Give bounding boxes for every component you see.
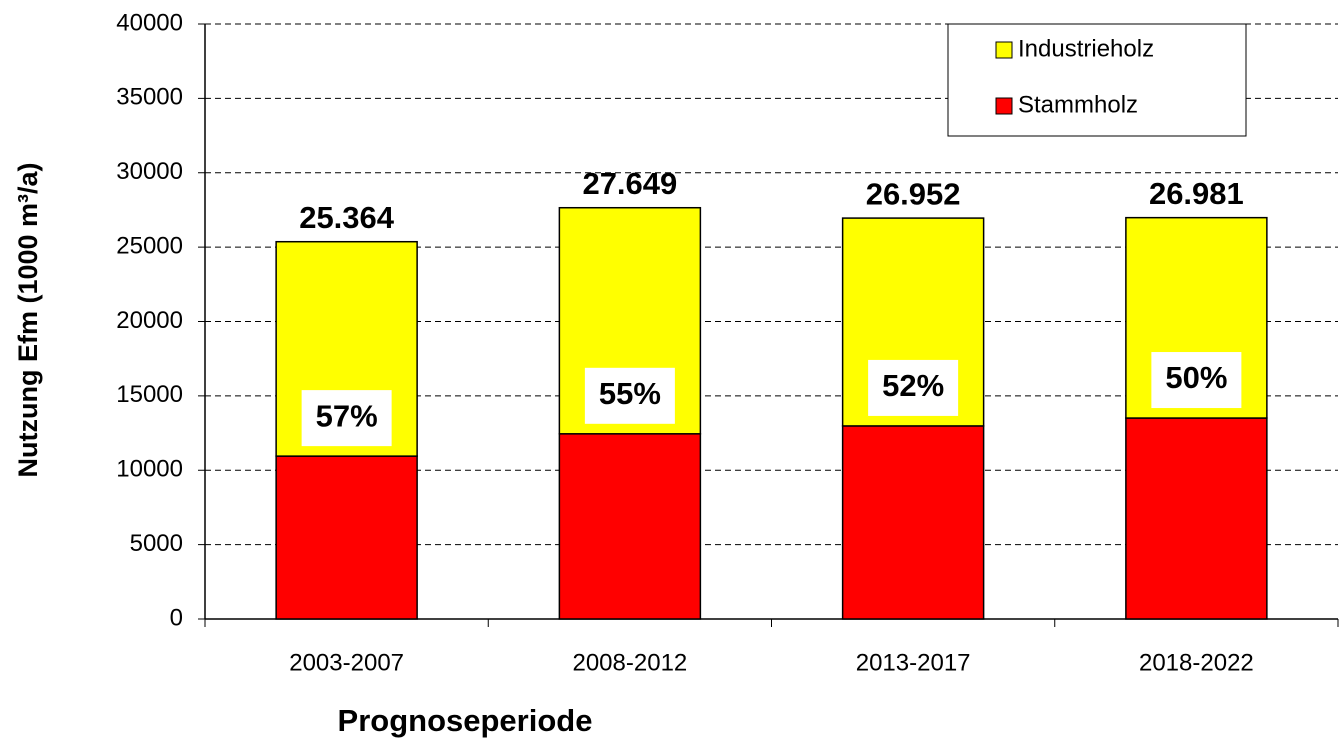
y-tick-label: 40000 bbox=[116, 9, 183, 36]
total-label: 27.649 bbox=[582, 166, 677, 201]
x-tick-label: 2018-2022 bbox=[1139, 649, 1254, 676]
y-tick-label: 10000 bbox=[116, 456, 183, 483]
legend-label: Stammholz bbox=[1018, 91, 1138, 118]
total-label: 26.952 bbox=[866, 176, 961, 211]
y-tick-label: 25000 bbox=[116, 232, 183, 259]
bar-segment bbox=[558, 433, 702, 620]
x-tick-label: 2008-2012 bbox=[572, 649, 687, 676]
share-label: 52% bbox=[882, 368, 944, 403]
share-label-box bbox=[584, 367, 675, 424]
legend-swatch bbox=[995, 97, 1013, 115]
total-label: 26.981 bbox=[1149, 176, 1244, 211]
y-tick-label: 35000 bbox=[116, 84, 183, 111]
x-tick-label: 2013-2017 bbox=[856, 649, 971, 676]
y-tick-label: 20000 bbox=[116, 307, 183, 334]
total-label: 25.364 bbox=[299, 200, 395, 235]
legend-label: Industrieholz bbox=[1018, 35, 1154, 62]
legend-swatch bbox=[995, 41, 1013, 59]
share-label: 50% bbox=[1165, 360, 1227, 395]
bar-segment bbox=[1125, 417, 1268, 620]
y-tick-label: 0 bbox=[170, 604, 183, 631]
y-axis-title: Nutzung Efm (1000 m³/a) bbox=[13, 162, 43, 477]
y-tick-label: 15000 bbox=[116, 381, 183, 408]
share-label: 57% bbox=[316, 398, 378, 433]
y-tick-label: 5000 bbox=[130, 530, 183, 557]
bar-segment bbox=[558, 206, 702, 435]
bar-segment bbox=[275, 455, 418, 620]
x-tick-label: 2003-2007 bbox=[289, 649, 404, 676]
share-label-box bbox=[301, 390, 392, 447]
x-axis-title: Prognoseperiode bbox=[338, 703, 593, 738]
share-label-box bbox=[1151, 352, 1242, 409]
bar-segment bbox=[841, 425, 985, 620]
y-tick-label: 30000 bbox=[116, 158, 183, 185]
share-label: 55% bbox=[599, 376, 661, 411]
share-label-box bbox=[868, 359, 959, 416]
